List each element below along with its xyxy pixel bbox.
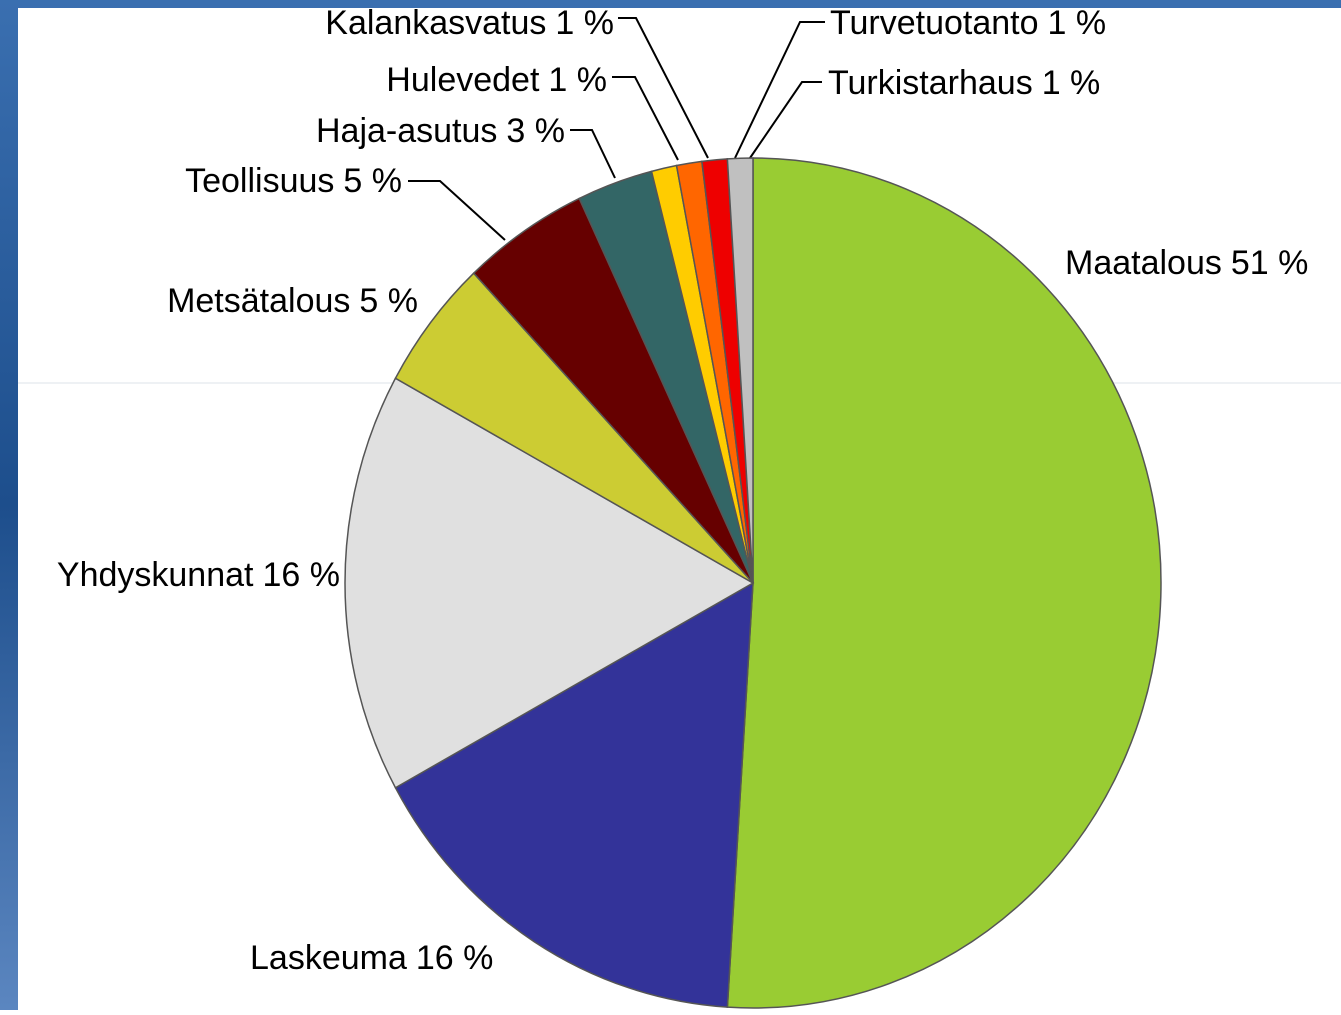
slice-name: Kalankasvatus <box>325 4 546 42</box>
slice-name: Turvetuotanto <box>830 4 1039 42</box>
slice-value: 16 % <box>263 556 341 594</box>
slice-name: Teollisuus <box>185 162 334 200</box>
slice-value: 3 % <box>506 112 565 150</box>
slice-name: Metsätalous <box>167 282 350 320</box>
slice-name: Haja-asutus <box>316 112 497 150</box>
slice-name: Yhdyskunnat <box>57 556 254 594</box>
slice-name: Laskeuma <box>250 939 407 977</box>
slice-value: 1 % <box>548 61 607 99</box>
slice-value: 5 % <box>343 162 402 200</box>
slice-name: Hulevedet <box>386 61 540 99</box>
slice-value: 51 % <box>1231 244 1309 282</box>
slice-value: 1 % <box>555 4 614 42</box>
slice-name: Turkistarhaus <box>828 64 1033 102</box>
slice-value: 5 % <box>359 282 418 320</box>
slice-value: 1 % <box>1042 64 1101 102</box>
slice-value: 16 % <box>416 939 494 977</box>
slice-name: Maatalous <box>1065 244 1222 282</box>
page: Maatalous51 %Laskeuma16 %Yhdyskunnat16 %… <box>0 0 1341 1010</box>
chart: Maatalous51 %Laskeuma16 %Yhdyskunnat16 %… <box>0 0 1341 1010</box>
slice-value: 1 % <box>1048 4 1107 42</box>
